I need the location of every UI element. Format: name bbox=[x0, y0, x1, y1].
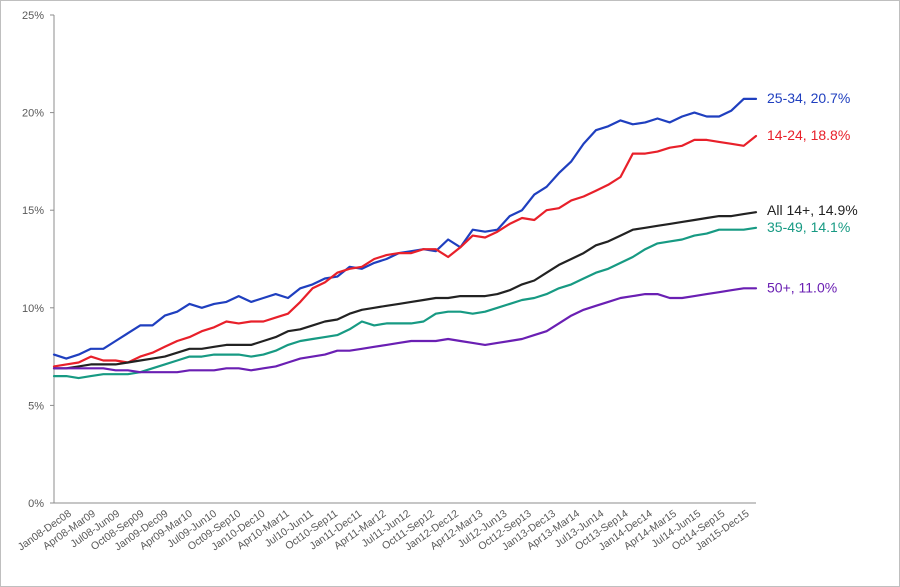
y-tick-label: 10% bbox=[22, 303, 44, 315]
axes: 0%5%10%15%20%25%Jan08-Dec08Apr08-Mar09Ju… bbox=[16, 10, 756, 553]
series-line-3 bbox=[52, 226, 758, 380]
series-end-labels: 25-34, 20.7% 14-24, 18.8% All 14+, 14.9%35… bbox=[767, 90, 858, 295]
series-end-label-1: 14-24, 18.8% bbox=[767, 127, 850, 143]
series-line-1 bbox=[52, 134, 758, 368]
series-end-label-3: 35-49, 14.1% bbox=[767, 219, 850, 235]
series-line-2 bbox=[52, 211, 758, 370]
y-tick-label: 15% bbox=[22, 205, 44, 217]
series-end-label-0: 25-34, 20.7% bbox=[767, 90, 850, 106]
y-tick-label: 5% bbox=[28, 400, 44, 412]
series-line-0 bbox=[52, 97, 758, 360]
y-tick-label: 0% bbox=[28, 498, 44, 510]
series-line-4 bbox=[52, 287, 758, 374]
series-end-label-4: 50+, 11.0% bbox=[767, 279, 837, 295]
series-end-label-2: All 14+, 14.9% bbox=[767, 202, 858, 218]
series-lines bbox=[52, 97, 758, 380]
y-tick-label: 25% bbox=[22, 10, 44, 22]
y-tick-label: 20% bbox=[22, 108, 44, 120]
